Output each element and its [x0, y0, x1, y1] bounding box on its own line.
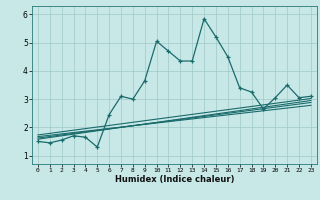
X-axis label: Humidex (Indice chaleur): Humidex (Indice chaleur)	[115, 175, 234, 184]
